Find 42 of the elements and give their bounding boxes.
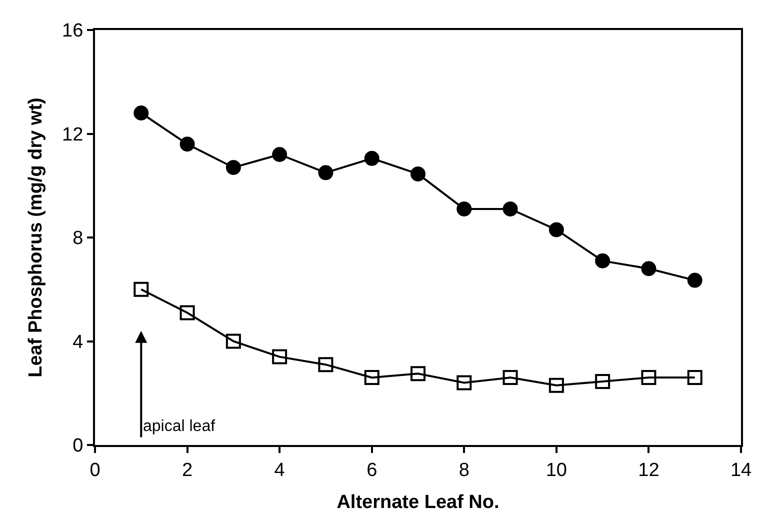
point xyxy=(364,370,380,386)
point xyxy=(410,166,426,182)
point xyxy=(134,106,149,120)
point xyxy=(410,366,426,382)
point xyxy=(272,147,288,162)
point xyxy=(456,201,472,216)
point xyxy=(548,222,564,238)
point xyxy=(502,370,518,386)
point xyxy=(180,136,195,152)
x-tick-label: 4 xyxy=(274,460,286,481)
point xyxy=(272,349,288,364)
point xyxy=(595,253,610,268)
x-tick-label: 10 xyxy=(546,460,567,481)
point xyxy=(595,374,610,389)
y-tick-label: 8 xyxy=(72,228,84,250)
point xyxy=(318,165,334,180)
point xyxy=(548,378,564,393)
annotation: apical leaf xyxy=(143,418,216,435)
point xyxy=(641,370,656,386)
point xyxy=(456,375,472,390)
point xyxy=(226,160,241,175)
point xyxy=(641,261,656,276)
point xyxy=(687,370,702,386)
point xyxy=(318,357,334,372)
y-axis-title: Leaf Phosphorus (mg/g dry wt) xyxy=(25,98,46,378)
x-tick-label: 0 xyxy=(90,460,100,481)
point xyxy=(134,282,149,297)
point xyxy=(226,334,241,349)
x-axis-title: Alternate Leaf No. xyxy=(336,492,500,514)
x-tick-label: 14 xyxy=(730,460,752,481)
point xyxy=(364,150,380,166)
y-tick-label: 16 xyxy=(62,20,84,42)
x-tick-label: 12 xyxy=(638,460,660,481)
point xyxy=(687,272,702,288)
x-tick-label: 2 xyxy=(182,460,193,481)
y-tick-label: 0 xyxy=(72,436,84,457)
y-tick-label: 12 xyxy=(62,124,84,146)
point xyxy=(180,305,195,320)
point xyxy=(502,201,518,216)
x-tick-label: 8 xyxy=(458,460,470,481)
x-tick-label: 6 xyxy=(366,460,378,481)
y-tick-label: 4 xyxy=(72,332,84,353)
